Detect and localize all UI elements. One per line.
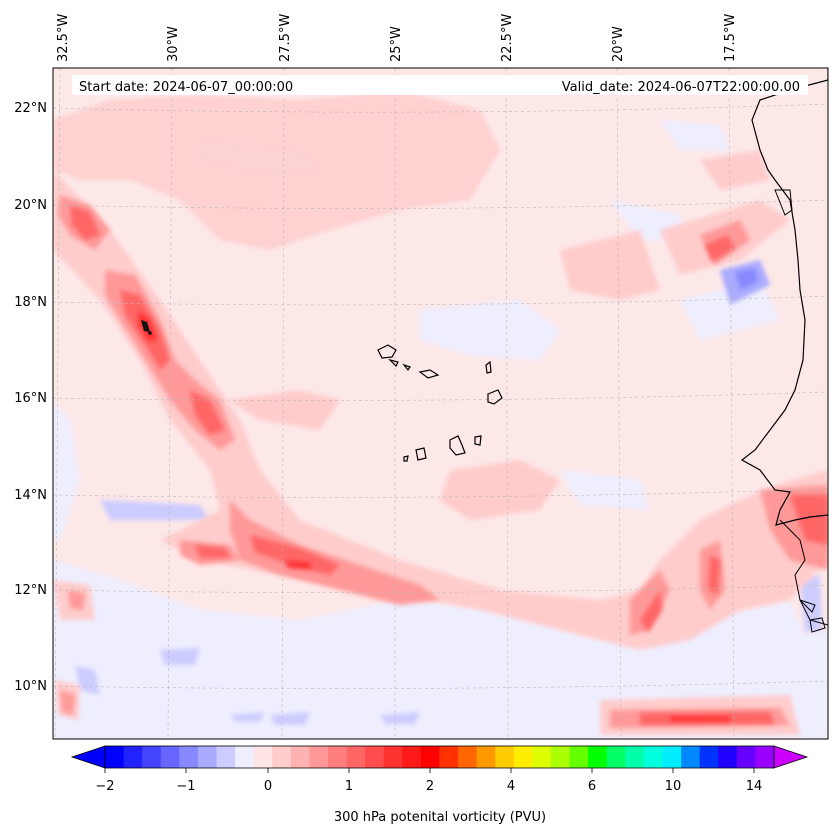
colorbar-title: 300 hPa potenital vorticity (PVU)	[334, 810, 546, 825]
colorbar-cell	[179, 746, 199, 768]
colorbar-tick-label: 1	[345, 779, 353, 794]
colorbar-cell	[699, 746, 719, 768]
colorbar-tick-label: −1	[176, 779, 195, 794]
colorbar-extend-max	[773, 745, 809, 769]
colorbar-cell	[551, 746, 570, 768]
colorbar-cell	[736, 746, 756, 768]
lat-label: 22°N	[14, 101, 47, 116]
start-date-label: Start date: 2024-06-07_00:00:00	[79, 80, 293, 95]
lat-label: 14°N	[14, 488, 47, 503]
colorbar-cell	[569, 746, 589, 768]
colorbar-cell	[290, 746, 310, 768]
colorbar-tick-label: 14	[746, 779, 763, 794]
cape-verde-islands	[377, 344, 503, 462]
colorbar-cell	[588, 746, 608, 768]
colorbar-tick-label: 2	[426, 779, 434, 794]
colorbar-cell	[383, 746, 403, 768]
colorbar-cell	[681, 746, 701, 768]
colorbar-cell	[755, 746, 775, 768]
lon-label: 27.5°W	[278, 14, 293, 62]
lat-label: 20°N	[14, 198, 47, 213]
lon-label: 30°W	[166, 26, 181, 62]
colorbar-extend-min	[70, 745, 106, 769]
colorbar-cell	[458, 746, 478, 768]
colorbar-cell	[328, 746, 347, 768]
lon-label: 25°W	[389, 26, 404, 62]
valid-date-label: Valid_date: 2024-06-07T22:00:00.00	[562, 80, 800, 95]
lat-label: 10°N	[14, 679, 47, 694]
colorbar-cell	[235, 746, 255, 768]
colorbar-cell	[197, 746, 217, 768]
pv-max-spot	[141, 320, 150, 332]
header-banner	[72, 75, 808, 95]
longitude-labels: 32.5°W 30°W 27.5°W 25°W 22.5°W 20°W 17.5…	[56, 14, 738, 62]
colorbar-cell	[253, 746, 273, 768]
lon-label: 22.5°W	[500, 14, 515, 62]
lon-label: 17.5°W	[723, 14, 738, 62]
colorbar-cells	[105, 746, 775, 768]
colorbar-cell	[346, 746, 366, 768]
colorbar-tick-label: 4	[507, 779, 515, 794]
colorbar-cell	[662, 746, 682, 768]
colorbar-cell	[643, 746, 663, 768]
colorbar-tick-label: 6	[588, 779, 596, 794]
colorbar-tick-label: −2	[95, 779, 114, 794]
lat-label: 18°N	[14, 295, 47, 310]
colorbar-cell	[272, 746, 292, 768]
colorbar-ticks	[104, 768, 755, 773]
colorbar-cell	[606, 746, 626, 768]
graticule	[53, 68, 828, 739]
colorbar-cell	[105, 746, 124, 768]
lat-label: 16°N	[14, 391, 47, 406]
colorbar-cell	[625, 746, 645, 768]
colorbar-cell	[160, 746, 180, 768]
map-frame	[52, 67, 829, 740]
colorbar-cell	[439, 746, 459, 768]
colorbar-cell	[309, 746, 329, 768]
negative-pv-areas	[53, 120, 828, 739]
pv-field: Start date: 2024-06-07_00:00:00 Valid_da…	[53, 68, 828, 739]
colorbar-tick-labels: −2 −1 0 1 2 4 6 10 14	[95, 779, 762, 794]
colorbar-cell	[365, 746, 385, 768]
latitude-labels: 22°N 20°N 18°N 16°N 14°N 12°N 10°N	[14, 101, 47, 694]
colorbar-cell	[123, 746, 143, 768]
colorbar-cell	[718, 746, 738, 768]
colorbar-cell	[142, 746, 162, 768]
lat-label: 12°N	[14, 583, 47, 598]
colorbar-cell	[476, 746, 496, 768]
colorbar-cell	[216, 746, 236, 768]
africa-coastline	[740, 68, 828, 526]
colorbar-tick-label: 0	[264, 779, 272, 794]
colorbar-outline	[104, 745, 775, 769]
lon-label: 32.5°W	[56, 14, 71, 62]
lon-label: 20°W	[611, 26, 626, 62]
colorbar-cell	[495, 746, 515, 768]
colorbar-cell	[402, 746, 422, 768]
colorbar-cell	[532, 746, 552, 768]
colorbar-tick-label: 10	[665, 779, 682, 794]
colorbar: −2 −1 0 1 2 4 6 10 14 300 hPa potenital …	[70, 745, 809, 825]
colorbar-cell	[513, 746, 533, 768]
colorbar-cell	[420, 746, 440, 768]
